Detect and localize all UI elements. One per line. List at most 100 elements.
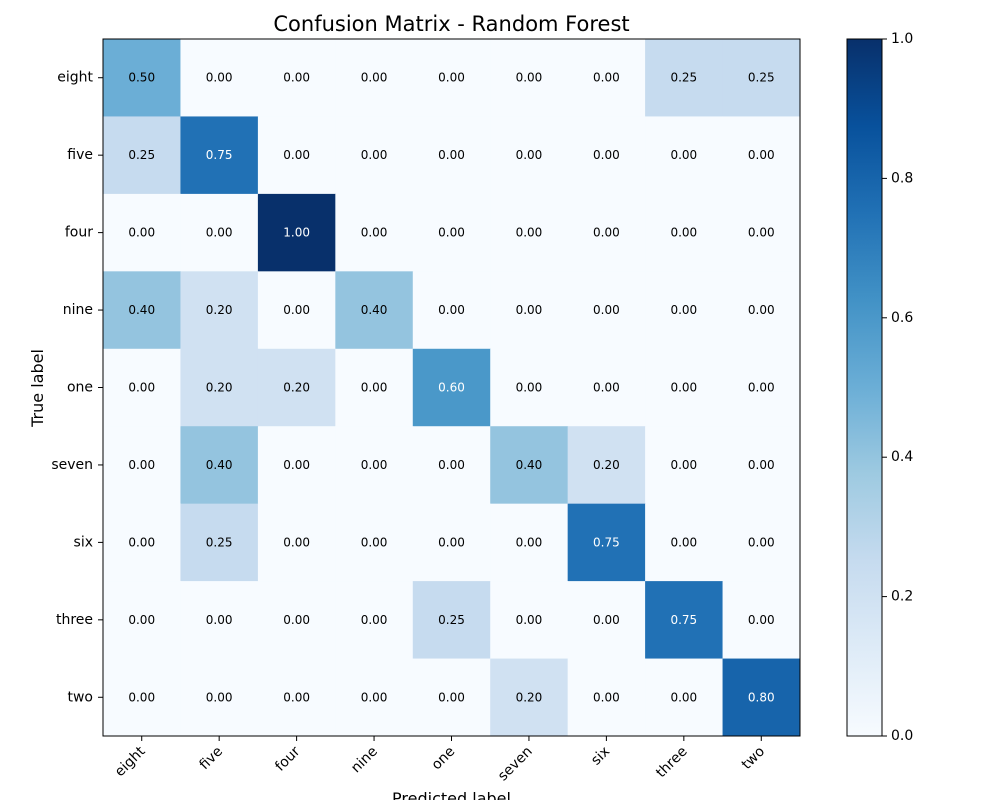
x-tick-label: four: [272, 743, 303, 774]
cell-value-label: 0.20: [206, 381, 233, 395]
heatmap-cell: [180, 39, 259, 117]
colorbar-tick-label: 0.8: [891, 170, 913, 186]
heatmap-cell: [645, 39, 724, 117]
cell-value-label: 0.00: [748, 303, 775, 317]
cell-value-label: 0.00: [438, 71, 465, 85]
cell-value-label: 0.00: [670, 458, 697, 472]
y-tick-label: six: [74, 534, 93, 550]
cell-value-label: 0.50: [128, 71, 155, 85]
heatmap-cell: [412, 581, 491, 660]
heatmap-cell: [567, 426, 646, 505]
cell-value-label: 0.00: [748, 535, 775, 549]
heatmap-cell: [335, 658, 414, 737]
cell-value-label: 0.00: [670, 535, 697, 549]
cell-value-label: 0.20: [283, 381, 310, 395]
heatmap-cell: [722, 116, 801, 195]
y-tick-label: one: [67, 380, 93, 396]
cell-value-label: 0.00: [748, 148, 775, 162]
cell-value-label: 0.00: [206, 690, 233, 704]
heatmap-cell: [567, 271, 646, 350]
cell-value-label: 0.00: [593, 71, 620, 85]
heatmap-cell: [490, 348, 569, 427]
cell-value-label: 0.00: [670, 148, 697, 162]
cell-value-label: 0.00: [206, 613, 233, 627]
heatmap-cell: [567, 581, 646, 660]
heatmap-cell: [103, 193, 181, 272]
cell-value-label: 0.00: [748, 458, 775, 472]
heatmap-cell: [257, 426, 336, 505]
heatmap-cell: [490, 426, 569, 505]
y-tick-label: nine: [63, 302, 93, 318]
cell-value-label: 0.00: [283, 613, 310, 627]
y-tick-label: two: [67, 689, 93, 705]
heatmap-cell: [645, 581, 724, 660]
heatmap-cell: [103, 39, 181, 117]
heatmap-cell: [412, 658, 491, 737]
heatmap-cell: [335, 348, 414, 427]
heatmap-cell: [180, 193, 259, 272]
heatmap-cell: [722, 426, 801, 505]
cell-value-label: 0.00: [516, 381, 543, 395]
cell-value-label: 0.40: [128, 303, 155, 317]
cell-value-label: 0.00: [283, 303, 310, 317]
cell-value-label: 0.75: [670, 613, 697, 627]
heatmap-cell: [567, 348, 646, 427]
heatmap-cell: [180, 503, 259, 582]
cell-value-label: 0.60: [438, 381, 465, 395]
heatmap-cell: [180, 581, 259, 660]
cell-value-label: 0.00: [361, 535, 388, 549]
heatmap-cell: [103, 658, 181, 737]
cell-value-label: 0.00: [748, 381, 775, 395]
y-tick-label: eight: [57, 70, 93, 86]
cell-value-label: 0.00: [670, 226, 697, 240]
x-tick-label: one: [429, 744, 459, 774]
cell-value-label: 0.00: [361, 458, 388, 472]
cell-value-label: 0.20: [206, 303, 233, 317]
cell-value-label: 0.00: [438, 458, 465, 472]
x-tick-label: two: [739, 744, 768, 773]
chart-title: Confusion Matrix - Random Forest: [273, 12, 629, 36]
heatmap-cell: [103, 348, 181, 427]
cell-value-label: 0.00: [438, 535, 465, 549]
cell-value-label: 0.00: [593, 613, 620, 627]
cell-value-label: 0.00: [516, 226, 543, 240]
cell-value-label: 0.00: [361, 690, 388, 704]
heatmap-cell: [722, 39, 801, 117]
heatmap-cell: [335, 503, 414, 582]
heatmap-cell: [103, 116, 181, 195]
cell-value-label: 0.00: [361, 71, 388, 85]
cell-value-label: 0.00: [283, 535, 310, 549]
heatmap-cell: [645, 503, 724, 582]
heatmap-cell: [645, 426, 724, 505]
cell-value-label: 0.00: [748, 226, 775, 240]
heatmap-cell: [645, 348, 724, 427]
cell-value-label: 0.00: [593, 690, 620, 704]
cell-value-label: 1.00: [283, 226, 310, 240]
cell-value-label: 0.25: [206, 535, 233, 549]
cell-value-label: 0.00: [128, 613, 155, 627]
heatmap-cell: [412, 193, 491, 272]
heatmap-cell: [103, 271, 181, 350]
cell-value-label: 0.00: [283, 148, 310, 162]
y-tick-label: seven: [51, 457, 93, 473]
cell-value-label: 0.25: [128, 148, 155, 162]
cell-value-label: 0.80: [748, 690, 775, 704]
heatmap-cell: [490, 658, 569, 737]
cell-value-label: 0.00: [516, 148, 543, 162]
x-axis: eight five four nine one seven six three two: [112, 736, 768, 784]
heatmap-cell: [180, 426, 259, 505]
x-tick-label: nine: [348, 744, 381, 777]
heatmap-cell: [412, 348, 491, 427]
cell-value-label: 0.00: [593, 226, 620, 240]
heatmap-cell: [412, 116, 491, 195]
cell-value-label: 0.00: [361, 226, 388, 240]
cell-value-label: 0.00: [128, 690, 155, 704]
heatmap-cell: [257, 193, 336, 272]
heatmap-cell: [335, 193, 414, 272]
cell-value-label: 0.00: [206, 226, 233, 240]
heatmap-cell: [567, 658, 646, 737]
heatmap-cell: [257, 658, 336, 737]
cell-value-label: 0.25: [748, 71, 775, 85]
